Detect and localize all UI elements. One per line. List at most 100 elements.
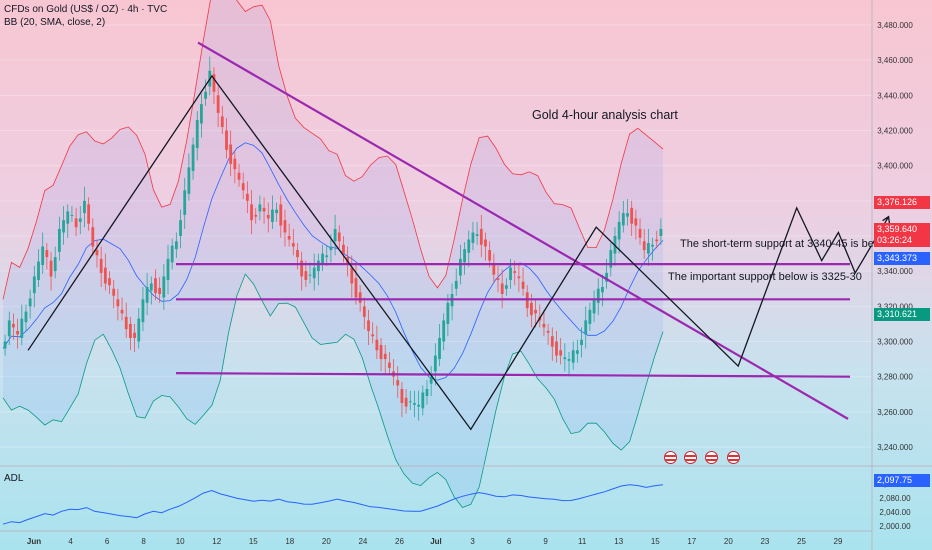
adl-line <box>2 484 664 525</box>
event-flag-icon[interactable] <box>705 451 718 464</box>
candle-body <box>103 267 107 284</box>
candle-body <box>375 339 379 351</box>
wave-path <box>27 74 890 431</box>
candle-body <box>233 158 237 170</box>
candle-body <box>124 316 128 330</box>
candle-body <box>530 302 533 316</box>
candle-body <box>154 278 157 294</box>
candle-body <box>200 104 203 124</box>
candle-body <box>371 334 375 337</box>
candle-body <box>116 299 120 307</box>
candle-body <box>312 267 316 279</box>
price-tick-label: 3,240.000 <box>877 443 913 452</box>
candle-body <box>500 283 504 295</box>
candle-body <box>271 209 274 222</box>
candle-body <box>66 211 70 224</box>
time-tick-label: 25 <box>797 537 806 546</box>
candle-body <box>133 332 136 338</box>
candle-body <box>141 299 145 323</box>
price-badge-lower: 3,310.621 <box>874 308 930 321</box>
candle-body <box>521 281 525 289</box>
candle-body <box>588 309 592 324</box>
candle-body <box>74 218 78 228</box>
time-tick-label: Jul <box>430 537 442 546</box>
candle-body <box>630 207 634 224</box>
candle-body <box>496 278 500 280</box>
event-flag-icon[interactable] <box>664 451 677 464</box>
candle-body <box>362 306 366 317</box>
candle-body <box>534 309 537 314</box>
candle-body <box>304 271 308 280</box>
candle-body <box>212 74 216 92</box>
candle-body <box>408 401 412 403</box>
candle-body <box>24 311 28 323</box>
candle-body <box>296 250 299 258</box>
candle-body <box>120 309 124 314</box>
candle-body <box>95 250 99 256</box>
price-tick-label: 3,480.000 <box>877 21 913 30</box>
bb-fill <box>3 0 663 508</box>
candle-body <box>16 330 20 335</box>
candle-body <box>216 95 220 113</box>
candle-body <box>162 276 166 298</box>
candle-body <box>225 130 228 150</box>
price-badge-basis: 3,343.373 <box>874 252 930 265</box>
candle-body <box>400 388 404 404</box>
candle-body <box>617 221 621 240</box>
adl-value-badge: 2,097.75 <box>874 474 930 487</box>
candle-body <box>638 228 642 238</box>
candle-body <box>20 318 24 338</box>
candle-body <box>291 243 295 247</box>
candle-body <box>12 323 15 328</box>
price-badge-upper: 3,376.126 <box>874 196 930 209</box>
time-tick-label: 10 <box>176 537 185 546</box>
candle-body <box>605 272 609 282</box>
candle-body <box>404 397 408 407</box>
event-flag-icon[interactable] <box>684 451 697 464</box>
candle-body <box>275 209 279 214</box>
time-tick-label: 18 <box>285 537 294 546</box>
candle-body <box>438 337 441 360</box>
candle-body <box>32 276 36 294</box>
price-tick-label: 3,300.000 <box>877 338 913 347</box>
candle-body <box>509 267 512 280</box>
price-tick-label: 3,280.000 <box>877 373 913 382</box>
candle-body <box>396 380 400 386</box>
bollinger-bands <box>2 0 664 508</box>
candle-body <box>112 288 116 296</box>
candle-body <box>546 330 550 333</box>
candle-body <box>3 341 7 349</box>
candle-body <box>204 91 207 99</box>
candle-body <box>609 250 613 268</box>
candle-body <box>421 392 425 409</box>
time-tick-label: 15 <box>651 537 660 546</box>
candle-body <box>49 260 53 277</box>
candle-body <box>367 320 370 331</box>
bb-lower-line <box>2 273 664 508</box>
grid-lines <box>0 24 872 448</box>
candle-body <box>655 239 659 242</box>
candle-body <box>467 239 471 253</box>
time-tick-label: 8 <box>141 537 146 546</box>
candle-body <box>229 144 233 164</box>
time-tick-label: 23 <box>760 537 769 546</box>
candle-body <box>592 299 596 314</box>
candle-body <box>78 218 82 222</box>
candle-body <box>179 220 182 236</box>
candle-body <box>325 255 329 258</box>
candle-body <box>429 376 433 384</box>
price-badge-last: 3,359.640 <box>874 223 930 236</box>
candle-body <box>559 350 563 356</box>
candle-body <box>241 183 245 191</box>
candle-body <box>358 292 362 303</box>
drawing-overlay <box>27 41 891 431</box>
event-flag-icon[interactable] <box>727 451 740 464</box>
candle-body <box>642 241 646 251</box>
candle-body <box>354 278 358 298</box>
time-tick-label: 6 <box>105 537 110 546</box>
candle-body <box>463 249 466 263</box>
candle-body <box>492 264 496 275</box>
candle-body <box>99 258 103 273</box>
